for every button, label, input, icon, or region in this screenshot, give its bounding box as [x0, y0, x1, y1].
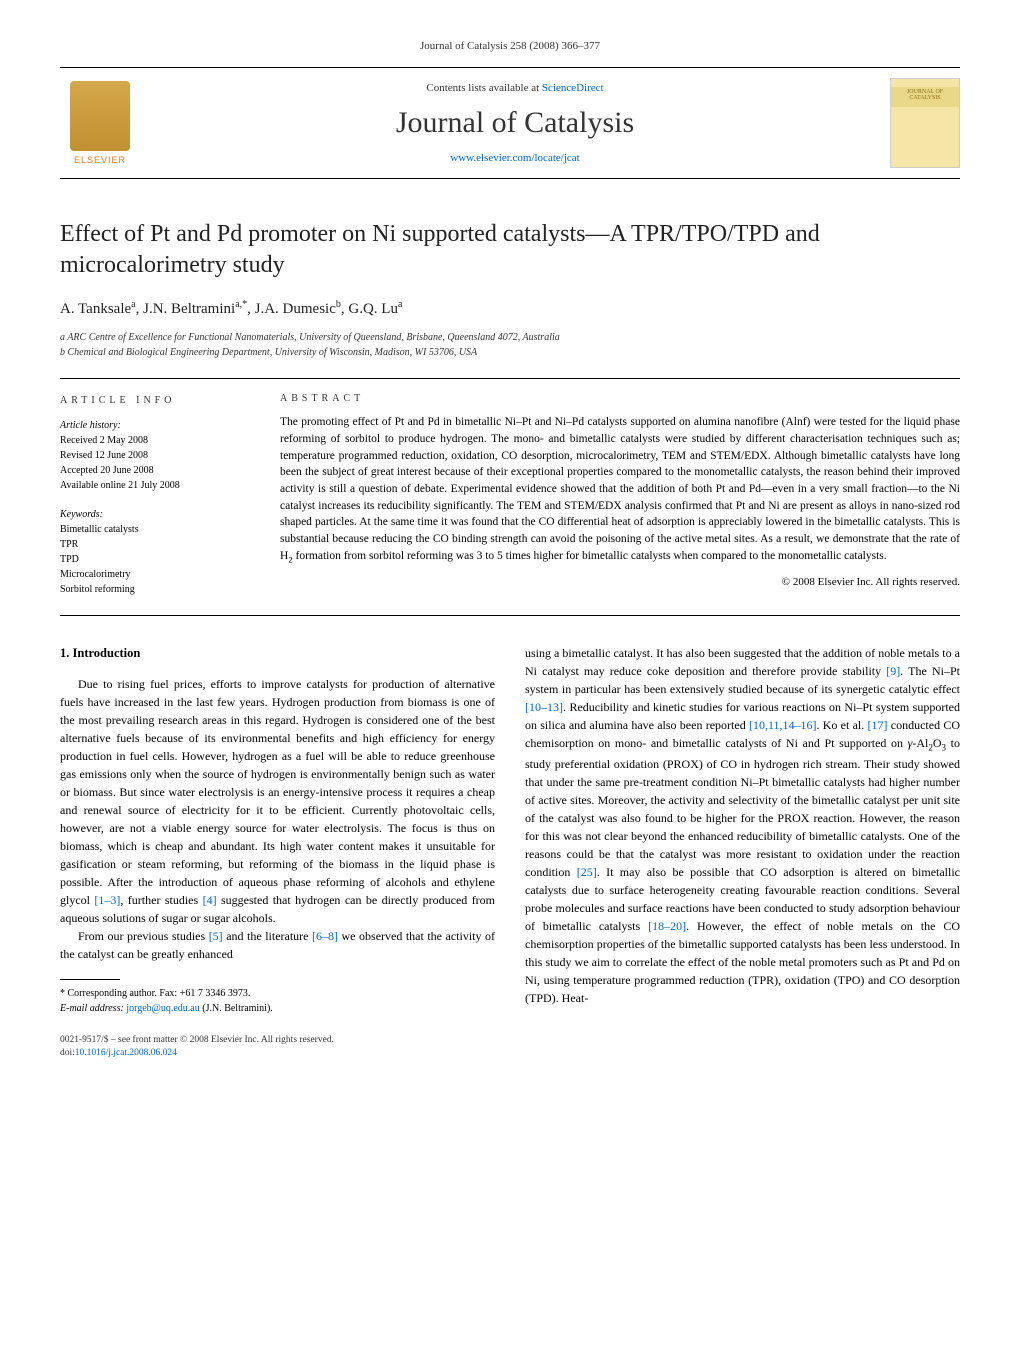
sciencedirect-link[interactable]: ScienceDirect — [542, 82, 604, 94]
article-info-heading: ARTICLE INFO — [60, 393, 250, 408]
intro-paragraph-2: From our previous studies [5] and the li… — [60, 927, 495, 963]
cover-label: JOURNAL OF CATALYSIS — [891, 87, 959, 107]
affiliations: a ARC Centre of Excellence for Functiona… — [60, 330, 960, 360]
journal-cover-thumbnail: JOURNAL OF CATALYSIS — [890, 78, 960, 168]
abstract-heading: ABSTRACT — [280, 393, 960, 404]
body-column-right: using a bimetallic catalyst. It has also… — [525, 644, 960, 1016]
history-received: Received 2 May 2008 — [60, 433, 250, 448]
history-revised: Revised 12 June 2008 — [60, 448, 250, 463]
email-link[interactable]: jorgeb@uq.edu.au — [126, 1003, 199, 1014]
abstract-copyright: © 2008 Elsevier Inc. All rights reserved… — [280, 576, 960, 588]
affiliation-b: b Chemical and Biological Engineering De… — [60, 345, 960, 360]
footer-doi: doi:10.1016/j.jcat.2008.06.024 — [60, 1047, 960, 1060]
contents-available-line: Contents lists available at ScienceDirec… — [140, 82, 890, 94]
author-list: A. Tanksalea, J.N. Beltraminia,*, J.A. D… — [60, 299, 960, 318]
keyword: TPR — [60, 537, 250, 552]
journal-name: Journal of Catalysis — [140, 106, 890, 140]
page-footer: 0021-9517/$ – see front matter © 2008 El… — [60, 1034, 960, 1061]
history-online: Available online 21 July 2008 — [60, 478, 250, 493]
body-column-left: 1. Introduction Due to rising fuel price… — [60, 644, 495, 1016]
keyword: TPD — [60, 552, 250, 567]
doi-label: doi: — [60, 1048, 75, 1058]
keyword: Sorbitol reforming — [60, 582, 250, 597]
email-person: (J.N. Beltramini). — [200, 1003, 273, 1014]
keyword: Microcalorimetry — [60, 567, 250, 582]
p2-pre: From our previous studies — [78, 929, 209, 943]
keyword: Bimetallic catalysts — [60, 522, 250, 537]
affiliation-a: a ARC Centre of Excellence for Functiona… — [60, 330, 960, 345]
ref-link-9[interactable]: [9] — [886, 664, 900, 678]
article-title: Effect of Pt and Pd promoter on Ni suppo… — [60, 219, 960, 281]
footnotes: * Corresponding author. Fax: +61 7 3346 … — [60, 986, 495, 1016]
p2-mid: and the literature — [223, 929, 312, 943]
journal-reference: Journal of Catalysis 258 (2008) 366–377 — [60, 40, 960, 52]
ref-link-10-16[interactable]: [10,11,14–16] — [749, 718, 817, 732]
abstract-column: ABSTRACT The promoting effect of Pt and … — [280, 393, 960, 597]
section-1-heading: 1. Introduction — [60, 644, 495, 663]
ref-link-5[interactable]: [5] — [209, 929, 223, 943]
elsevier-tree-icon — [70, 81, 130, 151]
journal-url-link[interactable]: www.elsevier.com/locate/jcat — [450, 152, 579, 164]
ref-link-18-20[interactable]: [18–20] — [648, 919, 686, 933]
p1-mid: , further studies — [120, 893, 202, 907]
masthead: ELSEVIER Contents lists available at Sci… — [60, 67, 960, 179]
keywords-label: Keywords: — [60, 507, 250, 522]
ref-link-25[interactable]: [25] — [577, 865, 597, 879]
ref-link-6-8[interactable]: [6–8] — [312, 929, 338, 943]
p1-pre: Due to rising fuel prices, efforts to im… — [60, 677, 495, 907]
journal-url: www.elsevier.com/locate/jcat — [140, 152, 890, 164]
intro-paragraph-1: Due to rising fuel prices, efforts to im… — [60, 675, 495, 927]
article-info-sidebar: ARTICLE INFO Article history: Received 2… — [60, 393, 250, 597]
ref-link-10-13[interactable]: [10–13] — [525, 700, 563, 714]
footer-copyright: 0021-9517/$ – see front matter © 2008 El… — [60, 1034, 960, 1047]
publisher-name: ELSEVIER — [60, 155, 140, 165]
ref-link-1-3[interactable]: [1–3] — [94, 893, 120, 907]
abstract-text: The promoting effect of Pt and Pd in bim… — [280, 414, 960, 565]
publisher-logo: ELSEVIER — [60, 81, 140, 165]
article-history-label: Article history: — [60, 418, 250, 433]
intro-continued: using a bimetallic catalyst. It has also… — [525, 644, 960, 1007]
ref-link-17[interactable]: [17] — [868, 718, 888, 732]
ref-link-4[interactable]: [4] — [203, 893, 217, 907]
contents-prefix: Contents lists available at — [426, 82, 541, 94]
footnote-separator — [60, 979, 120, 980]
email-line: E-mail address: jorgeb@uq.edu.au (J.N. B… — [60, 1001, 495, 1016]
doi-link[interactable]: 10.1016/j.jcat.2008.06.024 — [75, 1048, 177, 1058]
email-label: E-mail address: — [60, 1003, 126, 1014]
history-accepted: Accepted 20 June 2008 — [60, 463, 250, 478]
corresponding-author: * Corresponding author. Fax: +61 7 3346 … — [60, 986, 495, 1001]
